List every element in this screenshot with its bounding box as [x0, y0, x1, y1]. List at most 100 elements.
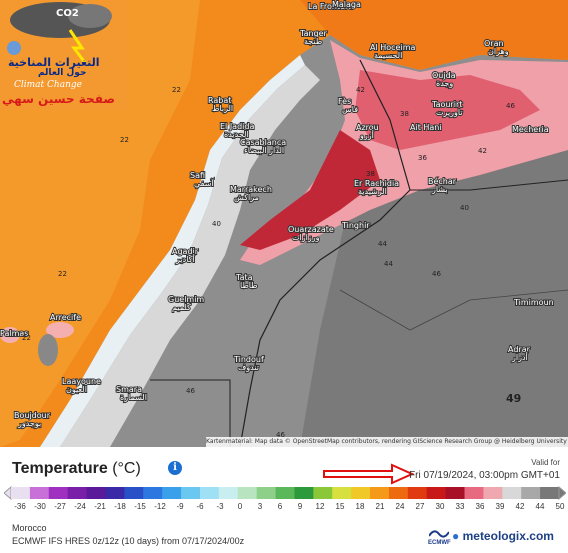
scale-color-step	[445, 487, 466, 499]
coastal-cool-band	[40, 55, 305, 447]
city-label: Fès	[338, 96, 351, 106]
scale-color-step	[218, 487, 239, 499]
city-label-arabic: الدار البيضاء	[244, 146, 284, 155]
scale-tick-label: -15	[134, 502, 146, 511]
city-label-arabic: وهران	[488, 47, 509, 56]
city-label: Tinghir	[341, 221, 370, 230]
city-label: Al Hoceima	[370, 43, 415, 52]
scale-tick-label: 24	[395, 502, 405, 511]
city-label: Casablanca	[240, 138, 286, 147]
city-label: Er Rachidia	[354, 179, 399, 188]
scale-color-step	[67, 487, 88, 499]
red-arrow-annotation	[323, 463, 414, 485]
scale-color-step	[143, 487, 163, 499]
city-label: Laayoune	[62, 377, 101, 386]
island-fuerteventura	[38, 334, 58, 366]
temperature-map[interactable]: La Frontera Malaga Tanger طنجة Al Hoceima الح…	[0, 0, 568, 447]
city-label-arabic: ورزازات	[292, 233, 320, 242]
temperature-value: 22	[172, 86, 181, 94]
scale-tick-label: 27	[415, 502, 425, 511]
atlas-hotspot	[240, 130, 380, 250]
city-label-arabic: السمارة	[120, 393, 147, 402]
scale-tick-label: 39	[495, 502, 505, 511]
scale-tick-label: 36	[475, 502, 485, 511]
mediterranean	[300, 0, 568, 70]
city-label: Safi	[190, 171, 205, 180]
city-label-arabic: الرباط	[212, 104, 233, 113]
scale-color-step	[351, 487, 371, 499]
city-label: Palmas	[0, 329, 28, 338]
temperature-value: 38	[366, 170, 375, 178]
city-label: Smara	[116, 385, 142, 394]
watermark-arabic-title: التغيرات المناخية	[8, 56, 100, 69]
scale-color-step	[464, 487, 484, 499]
scale-tick-label: 0	[237, 502, 243, 511]
city-label-arabic: فاس	[342, 105, 358, 114]
city-label-arabic: الرشيدية	[358, 187, 387, 196]
temperature-value: 38	[400, 110, 409, 118]
color-scale-ticks: -36 -30 -27 -24 -21 -18 -15 -12 -9 -6 -3 0 3 6 9 12 15 18…	[0, 502, 568, 514]
scale-tick-label: -30	[34, 502, 46, 511]
map-attribution: Kartenmaterial: Map data © OpenStreetMap…	[206, 437, 568, 447]
scale-tick-label: -9	[176, 502, 184, 511]
scale-color-step	[502, 487, 522, 499]
city-label: Arrecife	[50, 313, 81, 322]
watermark-author: صفحة حسين سهي	[2, 92, 115, 106]
scale-tick-label: 44	[535, 502, 545, 511]
temperature-value: 44	[384, 260, 393, 268]
scale-color-step	[105, 487, 125, 499]
city-label: Agadir	[172, 247, 199, 256]
legend-title-text: Temperature	[12, 460, 108, 477]
scale-tick-label: 18	[355, 502, 365, 511]
city-label: Béchar	[428, 176, 457, 186]
city-label: Tanger	[299, 29, 328, 38]
temperature-value: 42	[356, 86, 365, 94]
meteologix-logo-icon: ●	[452, 529, 460, 543]
city-label: Guelmim	[168, 295, 204, 304]
city-label: Boujdour	[14, 411, 51, 420]
color-scale-bar	[4, 486, 566, 500]
legend-unit: (°C)	[112, 460, 141, 477]
city-label-arabic: بوجدور	[17, 419, 41, 428]
info-icon[interactable]: i	[168, 461, 182, 475]
city-label-arabic: أدرار	[511, 352, 528, 362]
scale-tick-label: 21	[375, 502, 385, 511]
watermark-logo: CO2 التغيرات المناخية حول العالم Climat …	[0, 0, 128, 110]
city-label-arabic: كلميم	[172, 303, 191, 312]
city-label-arabic: مراكش	[234, 193, 259, 202]
scale-tick-label: 30	[435, 502, 445, 511]
city-label-arabic: الجديدة	[224, 130, 249, 139]
scale-tick-label: -18	[114, 502, 126, 511]
city-label-arabic: وجدة	[436, 79, 453, 88]
scale-tick-label: -3	[216, 502, 224, 511]
city-label-arabic: العيون	[66, 385, 87, 394]
city-label: Oujda	[432, 71, 456, 80]
temperature-value: 36	[418, 154, 427, 162]
region-name: Morocco	[12, 523, 47, 533]
scale-color-step	[332, 487, 352, 499]
watermark-english: Climat Change	[14, 80, 82, 90]
scale-color-step	[11, 487, 31, 499]
temperature-value: 22	[22, 334, 31, 342]
city-label-arabic: طاطا	[240, 281, 258, 290]
temperature-value: 22	[120, 136, 129, 144]
scale-color-step	[275, 487, 295, 499]
scale-color-step	[540, 487, 560, 499]
temperature-value: 44	[378, 240, 387, 248]
island-gran-canaria	[0, 327, 20, 343]
watermark-cloud-text: CO2	[56, 8, 79, 19]
city-label: Azrou	[356, 123, 379, 132]
northeast-hotspot	[355, 70, 540, 150]
temperature-value: 40	[460, 204, 469, 212]
border-line-algeria	[410, 179, 568, 191]
scale-color-step	[483, 487, 503, 499]
city-label-arabic: تاوريرت	[436, 108, 463, 117]
attribution-text[interactable]: Kartenmaterial: Map data © OpenStreetMap…	[206, 438, 567, 445]
scale-tick-label: 15	[335, 502, 345, 511]
city-label-arabic: بشار	[431, 185, 448, 194]
scale-tick-label: 12	[315, 502, 325, 511]
sahara-hot	[300, 150, 568, 447]
ecmwf-logo[interactable]: ECMWF	[428, 528, 451, 546]
city-label: Oran	[484, 39, 504, 48]
meteologix-brand[interactable]: ● meteologix.com	[452, 529, 554, 543]
